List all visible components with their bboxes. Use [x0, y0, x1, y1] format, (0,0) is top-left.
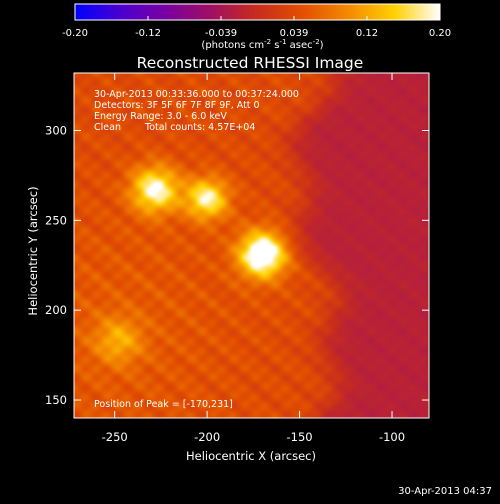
heatmap-image	[74, 73, 429, 418]
colorbar: -0.20 -0.12 -0.039 0.039 0.12 0.20 (photons c…	[62, 3, 451, 51]
colorbar-gradient	[74, 3, 441, 21]
annotation-energy: Energy Range: 3.0 - 6.0 keV	[94, 111, 227, 122]
annotation-peak-position: Position of Peak = [-170,231]	[94, 399, 233, 410]
x-tick-label: -100	[379, 430, 405, 444]
x-tick-label: -150	[287, 430, 313, 444]
colorbar-label: (photons cm-2 s-1 asec-2)	[201, 38, 323, 51]
y-tick-label: 250	[45, 213, 67, 227]
annotation-detectors: Detectors: 3F 5F 6F 7F 8F 9F, Att 0	[94, 100, 260, 111]
colorbar-tick-label: -0.20	[62, 28, 88, 39]
annotation-time: 30-Apr-2013 00:33:36.000 to 00:37:24.000	[94, 89, 299, 100]
colorbar-tick-label: 0.12	[356, 28, 378, 39]
colorbar-ticks: -0.20 -0.12 -0.039 0.039 0.12 0.20	[62, 16, 451, 39]
x-tick-label: -250	[102, 430, 128, 444]
x-axis-ticks: -250 -200 -150 -100	[102, 73, 405, 444]
colorbar-tick-label: -0.039	[205, 28, 237, 39]
y-tick-label: 200	[45, 303, 67, 317]
chart-title: Reconstructed RHESSI Image	[137, 54, 364, 72]
colorbar-tick-label: 0.039	[280, 28, 309, 39]
colorbar-tick-label: -0.12	[135, 28, 161, 39]
plot-area: -250 -200 -150 -100 150 200 250 300	[45, 72, 430, 444]
footer-date: 30-Apr-2013 04:37	[398, 486, 492, 497]
y-axis-label: Heliocentric Y (arcsec)	[26, 186, 40, 315]
y-tick-label: 300	[45, 124, 67, 138]
colorbar-tick-label: 0.20	[429, 28, 451, 39]
x-tick-label: -200	[194, 430, 220, 444]
x-axis-label: Heliocentric X (arcsec)	[186, 449, 316, 463]
annotation-clean: Clean	[94, 122, 121, 133]
y-tick-label: 150	[45, 393, 67, 407]
plot-frame	[73, 72, 430, 419]
y-axis-ticks: 150 200 250 300	[45, 124, 429, 407]
annotation-total-counts: Total counts: 4.57E+04	[144, 122, 255, 133]
